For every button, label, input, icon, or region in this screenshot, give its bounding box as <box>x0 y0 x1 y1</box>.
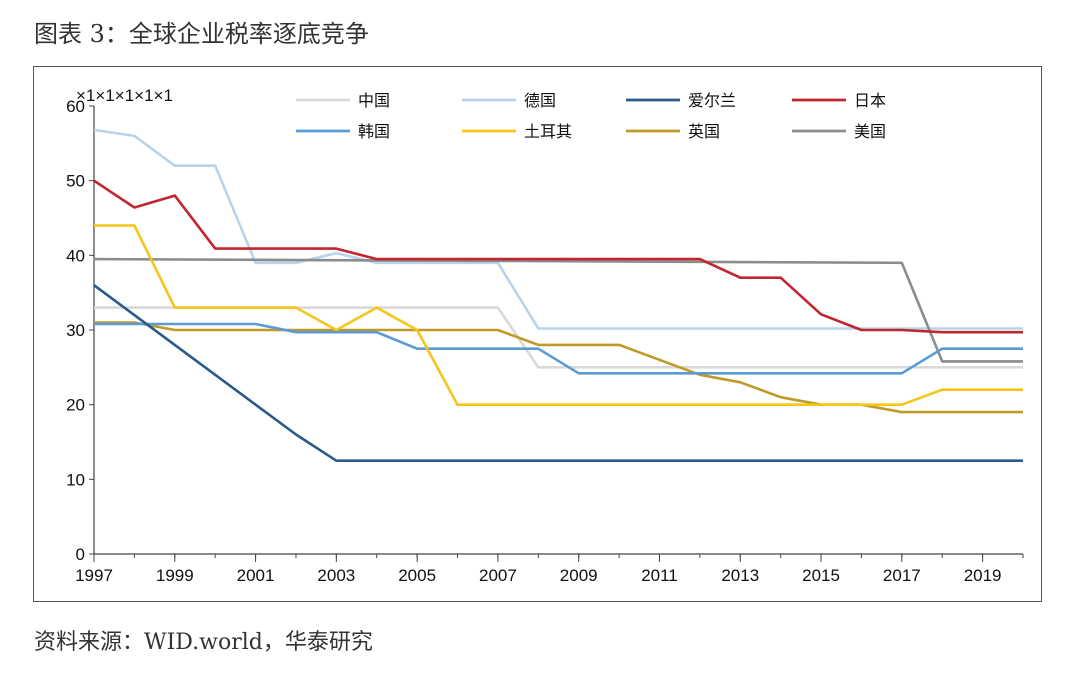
source-note: 资料来源：WID.world，华泰研究 <box>34 630 373 655</box>
x-tick-label: 2011 <box>641 566 678 585</box>
legend-label: 韩国 <box>358 122 390 141</box>
x-tick-label: 2019 <box>964 566 1002 585</box>
y-tick-label: 10 <box>66 470 85 489</box>
series-line-2 <box>93 284 1023 462</box>
x-tick-label: 2007 <box>479 566 517 585</box>
series-line-4 <box>94 322 1023 375</box>
chart-frame: ×1×1×1×1×1 0 10 20 30 40 50 60 1997 1999 2001 2003… <box>33 66 1042 602</box>
x-tick-label: 2005 <box>398 566 436 585</box>
x-tick-label: 1999 <box>156 566 194 585</box>
axes: 0 10 20 30 40 50 60 1997 1999 2001 2003 2005 2007 200… <box>66 97 1024 585</box>
legend-label: 爱尔兰 <box>688 91 736 110</box>
legend-label: 日本 <box>854 91 886 110</box>
x-tick-label: 2017 <box>883 566 921 585</box>
x-tick-label: 2003 <box>317 566 355 585</box>
x-tick-label: 2001 <box>237 566 275 585</box>
y-tick-label: 30 <box>66 321 85 340</box>
y-tick-label: 20 <box>66 396 85 415</box>
series-line-0 <box>94 306 1023 369</box>
y-tick-label: 60 <box>66 97 85 116</box>
y-unit-label: ×1×1×1×1×1 <box>76 86 173 105</box>
legend-label: 英国 <box>688 122 720 141</box>
figure-title: 图表 3：全球企业税率逐底竞争 <box>34 20 369 48</box>
series-line-5 <box>94 224 1023 406</box>
y-tick-label: 50 <box>66 172 85 191</box>
legend-label: 中国 <box>358 91 390 110</box>
x-tick-label: 1997 <box>75 566 113 585</box>
series-line-1 <box>93 128 1023 330</box>
legend-label: 土耳其 <box>524 122 572 141</box>
legend-label: 德国 <box>524 91 556 110</box>
y-tick-label: 0 <box>76 545 85 564</box>
line-chart: ×1×1×1×1×1 0 10 20 30 40 50 60 1997 1999 2001 2003… <box>66 86 1024 585</box>
series-layer <box>93 128 1023 462</box>
y-tick-label: 40 <box>66 246 85 265</box>
x-tick-label: 2009 <box>560 566 598 585</box>
legend-label: 美国 <box>854 122 886 141</box>
x-tick-label: 2013 <box>721 566 759 585</box>
x-tick-label: 2015 <box>802 566 840 585</box>
series-line-3 <box>93 179 1023 334</box>
series-line-7 <box>93 257 1023 363</box>
